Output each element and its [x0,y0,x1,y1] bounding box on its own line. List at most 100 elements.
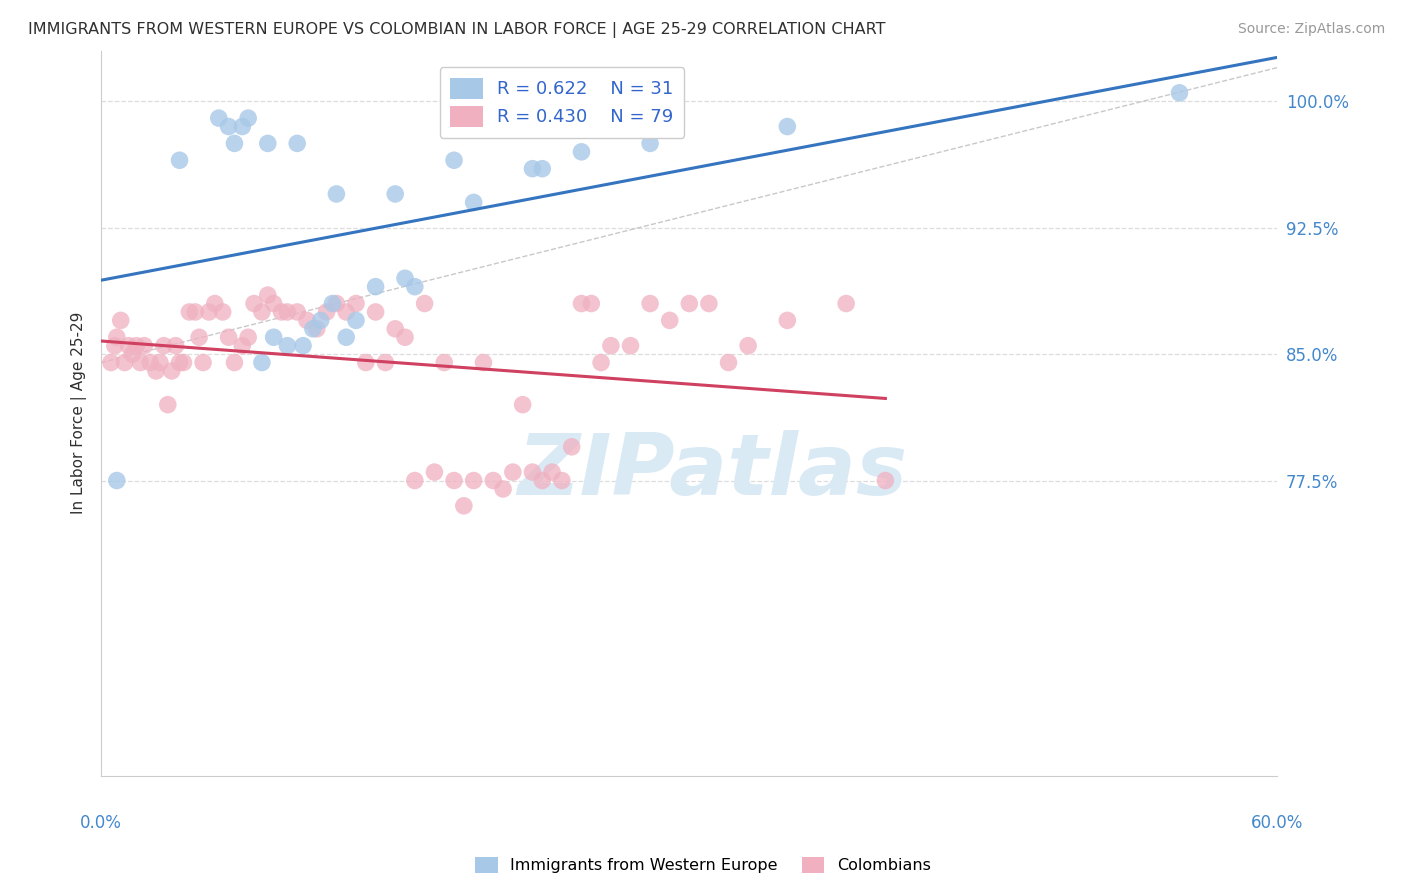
Point [364,279,387,293]
Point [374,355,396,369]
Point [198,305,221,319]
Point [165,339,187,353]
Point [551,474,574,488]
Point [204,296,226,310]
Point [292,339,315,353]
Point [191,355,214,369]
Point [243,296,266,310]
Point [571,145,593,159]
Point [125,339,148,353]
Point [364,305,387,319]
Point [256,136,278,151]
Point [561,440,583,454]
Text: IMMIGRANTS FROM WESTERN EUROPE VS COLOMBIAN IN LABOR FORCE | AGE 25-29 CORRELATI: IMMIGRANTS FROM WESTERN EUROPE VS COLOMB… [28,22,886,38]
Point [208,111,231,125]
Point [344,296,367,310]
Point [149,355,172,369]
Point [423,465,446,479]
Point [321,296,343,310]
Point [160,364,183,378]
Point [531,161,554,176]
Point [394,271,416,285]
Point [250,355,273,369]
Point [238,111,260,125]
Point [121,347,143,361]
Point [134,339,156,353]
Point [114,355,136,369]
Point [224,355,246,369]
Point [599,339,621,353]
Point [581,296,603,310]
Point [276,305,298,319]
Point [591,355,613,369]
Point [697,296,720,310]
Point [472,355,495,369]
Point [638,136,661,151]
Point [522,465,544,479]
Point [1168,86,1191,100]
Point [413,296,436,310]
Point [110,313,132,327]
Point [335,305,357,319]
Point [276,339,298,353]
Point [463,195,485,210]
Point [522,161,544,176]
Point [394,330,416,344]
Point [354,355,377,369]
Point [117,339,139,353]
Point [179,305,201,319]
Point [344,313,367,327]
Point [404,279,426,293]
Point [211,305,233,319]
Point [678,296,700,310]
Point [263,296,285,310]
Point [305,322,328,336]
Point [145,364,167,378]
Point [384,322,406,336]
Point [104,339,127,353]
Point [571,296,593,310]
Point [482,474,505,488]
Point [295,313,318,327]
Point [238,330,260,344]
Point [172,355,194,369]
Point [325,186,347,201]
Point [218,120,240,134]
Point [512,398,534,412]
Point [453,499,475,513]
Point [541,465,564,479]
Point [384,186,406,201]
Text: Source: ZipAtlas.com: Source: ZipAtlas.com [1237,22,1385,37]
Point [218,330,240,344]
Point [250,305,273,319]
Text: 60.0%: 60.0% [1251,814,1303,832]
Point [737,339,759,353]
Point [129,355,152,369]
Point [309,313,332,327]
Point [638,296,661,310]
Point [263,330,285,344]
Y-axis label: In Labor Force | Age 25-29: In Labor Force | Age 25-29 [72,312,87,515]
Point [463,474,485,488]
Point [224,136,246,151]
Point [835,296,858,310]
Point [188,330,211,344]
Point [433,355,456,369]
Point [184,305,207,319]
Point [315,305,337,319]
Legend: Immigrants from Western Europe, Colombians: Immigrants from Western Europe, Colombia… [468,850,938,880]
Point [875,474,897,488]
Point [404,474,426,488]
Point [335,330,357,344]
Text: 0.0%: 0.0% [80,814,122,832]
Point [619,339,641,353]
Point [658,313,681,327]
Point [256,288,278,302]
Point [105,474,128,488]
Point [502,465,524,479]
Point [169,153,191,168]
Point [285,136,308,151]
Point [531,474,554,488]
Point [443,153,465,168]
Text: ZIPatlas: ZIPatlas [517,430,908,513]
